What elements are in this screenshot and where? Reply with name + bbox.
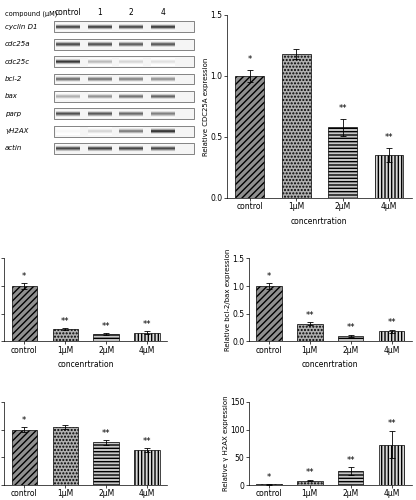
Bar	[328, 127, 357, 198]
Text: 1: 1	[97, 8, 102, 17]
Bar	[379, 444, 404, 485]
Text: bcl-2: bcl-2	[5, 76, 22, 82]
Bar	[54, 56, 193, 67]
X-axis label: concenrtration: concenrtration	[57, 360, 114, 369]
Text: cyclin D1: cyclin D1	[5, 24, 37, 30]
Text: parp: parp	[5, 110, 21, 116]
Bar	[12, 286, 37, 342]
Bar	[379, 332, 404, 342]
Bar	[235, 76, 264, 198]
Bar	[54, 39, 193, 50]
Bar	[134, 332, 160, 342]
Text: actin: actin	[5, 146, 22, 152]
Text: 4: 4	[160, 8, 165, 17]
Bar	[338, 336, 364, 342]
Text: *: *	[22, 272, 26, 280]
Text: **: **	[385, 134, 393, 142]
Bar	[94, 442, 119, 485]
Text: bax: bax	[5, 94, 18, 100]
Text: **: **	[347, 456, 355, 465]
Text: *: *	[267, 472, 271, 482]
Text: **: **	[387, 318, 396, 328]
Bar	[375, 155, 404, 198]
Text: γH2AX: γH2AX	[5, 128, 29, 134]
Y-axis label: Relative bcl-2/bax expression: Relative bcl-2/bax expression	[225, 248, 231, 351]
Text: **: **	[143, 320, 151, 329]
Text: 2: 2	[129, 8, 134, 17]
Bar	[94, 334, 119, 342]
Bar	[54, 74, 193, 85]
Bar	[52, 329, 78, 342]
Text: **: **	[143, 437, 151, 446]
Bar	[297, 324, 322, 342]
Text: **: **	[338, 104, 347, 113]
Bar	[12, 430, 37, 485]
Bar	[54, 108, 193, 119]
Bar	[256, 484, 282, 485]
Y-axis label: Relative CDC25A expression: Relative CDC25A expression	[203, 57, 209, 156]
Text: **: **	[387, 419, 396, 428]
Bar	[282, 54, 310, 198]
Bar	[54, 91, 193, 102]
X-axis label: concenrtration: concenrtration	[291, 216, 348, 226]
Text: **: **	[102, 322, 110, 330]
Text: compound (μM): compound (μM)	[5, 10, 57, 17]
Text: *: *	[248, 56, 252, 64]
Text: *: *	[22, 416, 26, 425]
Text: **: **	[102, 428, 110, 438]
Bar	[134, 450, 160, 485]
Text: cdc25a: cdc25a	[5, 42, 31, 48]
Bar	[338, 471, 364, 485]
X-axis label: concenrtration: concenrtration	[302, 360, 359, 369]
Text: control: control	[55, 8, 82, 17]
Text: **: **	[61, 316, 69, 326]
Bar	[297, 480, 322, 485]
Text: cdc25c: cdc25c	[5, 58, 30, 64]
Y-axis label: Relative γ H2AX expression: Relative γ H2AX expression	[223, 396, 229, 492]
Text: **: **	[306, 468, 314, 477]
Bar	[54, 143, 193, 154]
Bar	[256, 286, 282, 342]
Text: **: **	[347, 324, 355, 332]
Text: *: *	[267, 272, 271, 280]
Text: **: **	[306, 310, 314, 320]
Bar	[54, 22, 193, 32]
Bar	[52, 427, 78, 485]
Bar	[54, 126, 193, 136]
